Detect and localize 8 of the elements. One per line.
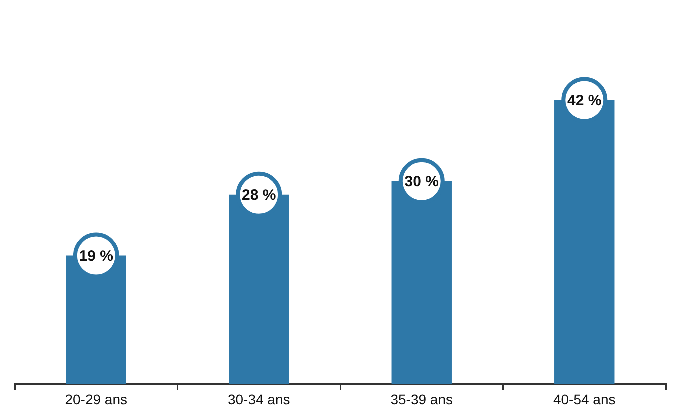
x-tick-label: 20-29 ans bbox=[65, 391, 128, 408]
x-tick-label: 40-54 ans bbox=[553, 391, 616, 408]
data-label: 19 % bbox=[79, 248, 114, 265]
data-label: 28 % bbox=[242, 187, 276, 204]
data-label: 30 % bbox=[404, 174, 439, 191]
x-tick-label: 30-34 ans bbox=[228, 391, 290, 408]
data-label: 42 % bbox=[568, 92, 602, 110]
x-tick-label: 35-39 ans bbox=[390, 391, 454, 408]
